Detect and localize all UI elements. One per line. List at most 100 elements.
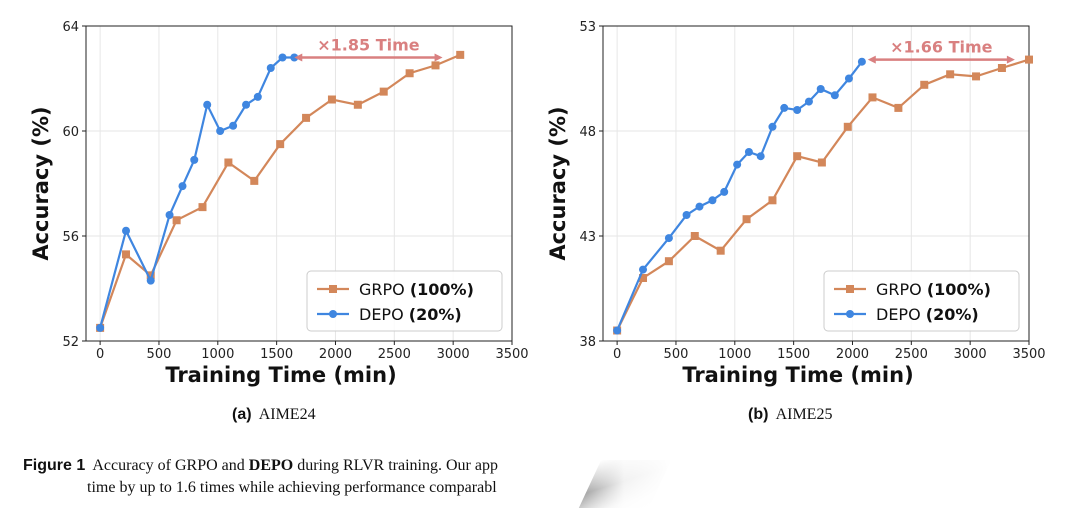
y-tick-label: 56: [62, 230, 79, 245]
data-point-depo: [695, 202, 704, 211]
y-tick-label: 38: [579, 335, 596, 350]
data-point-depo: [830, 91, 839, 100]
figure-label: Figure 1: [23, 457, 86, 474]
x-axis-label: Training Time (min): [165, 363, 396, 387]
data-point-depo: [744, 148, 753, 156]
data-point-depo: [190, 155, 199, 164]
legend-box: [823, 270, 1020, 332]
data-point-grpo: [843, 122, 852, 131]
data-point-grpo: [868, 93, 877, 102]
subcaption-label-b: (b): [748, 406, 769, 423]
data-point-depo: [720, 187, 729, 196]
data-point-depo: [229, 121, 238, 130]
data-point-grpo: [327, 95, 336, 104]
data-point-depo: [253, 92, 262, 101]
annotation-arrowhead-right: [434, 53, 443, 62]
data-point-depo: [203, 100, 212, 109]
data-point-depo: [682, 211, 691, 219]
data-point-grpo: [276, 140, 285, 149]
data-point-depo: [266, 64, 275, 72]
y-tick-label: 43: [579, 230, 596, 245]
x-tick-label: 2500: [895, 347, 928, 362]
data-point-depo: [165, 211, 174, 219]
x-tick-label: 1500: [777, 347, 810, 362]
legend-label-depo: DEPO (20%): [876, 305, 979, 324]
data-point-grpo: [1025, 55, 1033, 64]
data-point-depo: [756, 152, 765, 161]
chart-aime25: 0 500 1000 1500 2000 2500 3000 3500 38 43 48 53 Trai…: [546, 20, 1046, 387]
data-point-depo: [844, 74, 853, 83]
data-point-grpo: [742, 215, 751, 224]
subcaption-label-a: (a): [232, 406, 252, 423]
legend-box: [306, 270, 503, 332]
x-tick-label: 3500: [495, 347, 528, 362]
y-tick-label: 60: [62, 125, 79, 140]
data-point-grpo: [379, 87, 388, 96]
x-tick-label: 0: [613, 347, 621, 362]
data-point-depo: [122, 226, 131, 235]
data-point-grpo: [920, 80, 929, 89]
data-point-grpo: [146, 271, 155, 280]
data-point-depo: [708, 196, 717, 205]
annotation-label: ×1.85 Time: [317, 36, 420, 55]
data-point-depo: [639, 265, 648, 274]
caption-bold-depo: DEPO: [248, 457, 294, 474]
data-point-depo: [613, 326, 622, 335]
figure-caption: Figure 1 Accuracy of GRPO and DEPO durin…: [23, 455, 663, 499]
data-point-grpo: [302, 113, 311, 122]
y-axis-label: Accuracy (%): [546, 106, 570, 260]
data-point-grpo: [716, 246, 725, 255]
data-point-depo: [146, 276, 155, 285]
x-tick-label: 500: [147, 347, 172, 362]
data-point-grpo: [224, 158, 233, 167]
legend-swatch-marker: [329, 285, 337, 293]
data-point-grpo: [817, 158, 826, 167]
annotation-arrowhead-right: [1006, 55, 1015, 64]
caption-line1-b: during RLVR training. Our app: [293, 457, 498, 474]
x-tick-label: 500: [664, 347, 689, 362]
data-point-grpo: [972, 72, 981, 81]
y-tick-label: 53: [579, 20, 596, 35]
data-point-grpo: [456, 50, 465, 59]
caption-line2: time by up to 1.6 times while achieving …: [87, 479, 497, 496]
plot-frame: [85, 25, 513, 342]
data-point-grpo: [122, 250, 131, 259]
legend-swatch-marker: [846, 285, 854, 293]
page-curl-fade: [560, 455, 720, 515]
y-tick-label: 48: [579, 125, 596, 140]
data-point-grpo: [997, 64, 1006, 72]
data-point-depo: [857, 57, 866, 66]
subcaption-text-b: AIME25: [775, 406, 833, 423]
data-point-grpo: [405, 69, 414, 78]
x-tick-label: 3000: [437, 347, 470, 362]
data-point-grpo: [946, 70, 955, 79]
data-point-depo: [664, 234, 673, 243]
data-point-depo: [793, 106, 802, 114]
data-point-grpo: [894, 103, 903, 112]
data-point-depo: [96, 323, 105, 332]
data-point-depo: [242, 100, 251, 109]
caption-line1-a: Accuracy of GRPO and: [92, 457, 249, 474]
data-point-grpo: [639, 274, 648, 282]
x-axis-label: Training Time (min): [682, 363, 913, 387]
data-point-depo: [768, 122, 777, 131]
legend-swatch-marker: [329, 310, 337, 318]
y-axis-label: Accuracy (%): [29, 106, 53, 260]
x-tick-label: 1000: [201, 347, 234, 362]
data-point-grpo: [431, 61, 440, 70]
x-tick-label: 3000: [954, 347, 987, 362]
series-line-depo: [99, 56, 295, 329]
data-point-depo: [780, 103, 789, 112]
legend-swatch-marker: [846, 310, 854, 318]
data-point-grpo: [353, 100, 362, 109]
subcaption-text-a: AIME24: [258, 406, 316, 423]
y-tick-label: 64: [62, 20, 79, 35]
data-point-depo: [733, 160, 742, 169]
data-point-grpo: [172, 216, 181, 225]
data-point-depo: [804, 97, 813, 106]
data-point-grpo: [664, 257, 673, 266]
annotation-arrowhead-left: [294, 53, 303, 62]
x-tick-label: 1000: [718, 347, 751, 362]
subcaption-aime24: (a) AIME24: [232, 406, 316, 424]
